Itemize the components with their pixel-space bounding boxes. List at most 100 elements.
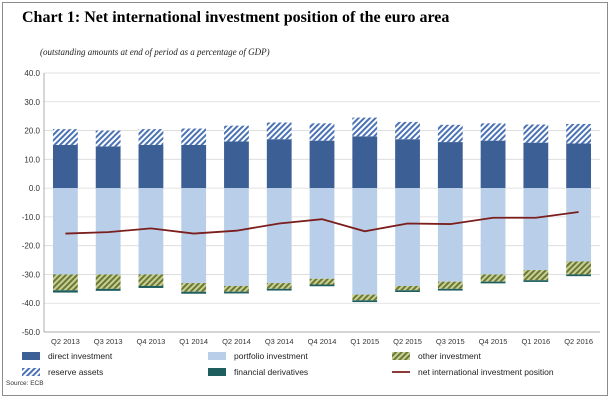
bar-portfolio-investment — [309, 188, 335, 279]
bar-other-investment — [95, 274, 121, 289]
legend-label: direct investment — [48, 351, 113, 361]
bar-portfolio-investment — [224, 188, 249, 286]
bar-other-investment — [352, 294, 378, 301]
bar-reserve-assets — [181, 128, 207, 145]
bar-direct-investment — [52, 144, 78, 189]
y-tick-label: -30.0 — [22, 270, 41, 279]
bar-reserve-assets — [52, 129, 78, 145]
bar-financial-derivatives — [352, 300, 378, 303]
bar-reserve-assets — [480, 123, 506, 141]
y-tick-label: -10.0 — [22, 213, 41, 222]
bar-direct-investment — [480, 140, 506, 189]
bar-direct-investment — [138, 144, 164, 189]
bar-financial-derivatives — [224, 291, 249, 294]
legend-label: financial derivatives — [234, 367, 308, 377]
bar-other-investment — [181, 283, 207, 292]
bar-portfolio-investment — [523, 188, 549, 271]
x-tick-label: Q4 2015 — [479, 337, 508, 346]
bar-reserve-assets — [224, 125, 249, 142]
chart-title: Chart 1: Net international investment po… — [22, 9, 450, 26]
legend-label: portfolio investment — [234, 351, 308, 361]
legend-swatch — [208, 368, 226, 376]
bar-portfolio-investment — [437, 188, 463, 282]
bar-reserve-assets — [352, 117, 378, 137]
bar-other-investment — [309, 278, 335, 285]
y-tick-label: 0.0 — [29, 184, 41, 193]
y-tick-label: 20.0 — [24, 127, 40, 136]
bar-portfolio-investment — [352, 188, 378, 295]
bar-financial-derivatives — [480, 281, 506, 284]
x-tick-label: Q2 2014 — [222, 337, 251, 346]
bar-direct-investment — [181, 144, 207, 189]
x-tick-label: Q4 2013 — [137, 337, 166, 346]
bar-portfolio-investment — [480, 188, 506, 275]
bar-reserve-assets — [138, 129, 164, 145]
bar-other-investment — [138, 274, 164, 286]
legend-swatch — [22, 352, 40, 360]
bar-other-investment — [266, 283, 292, 289]
legend-swatch — [392, 352, 410, 360]
bar-financial-derivatives — [309, 284, 335, 287]
bar-other-investment — [566, 261, 592, 275]
bar-other-investment — [523, 270, 549, 281]
x-tick-label: Q3 2013 — [94, 337, 123, 346]
bar-other-investment — [395, 285, 420, 291]
bar-portfolio-investment — [566, 188, 592, 262]
bar-financial-derivatives — [523, 280, 549, 282]
legend-item-direct-investment: direct investment — [22, 351, 113, 361]
x-tick-label: Q2 2013 — [51, 337, 80, 346]
x-tick-label: Q1 2015 — [350, 337, 379, 346]
bar-direct-investment — [309, 140, 335, 189]
bar-financial-derivatives — [181, 291, 207, 294]
bar-financial-derivatives — [52, 290, 78, 293]
bar-other-investment — [224, 285, 249, 292]
bar-reserve-assets — [437, 124, 463, 143]
bar-portfolio-investment — [138, 188, 164, 275]
bar-other-investment — [52, 274, 78, 291]
bar-financial-derivatives — [95, 288, 121, 291]
x-tick-label: Q2 2015 — [393, 337, 422, 346]
bar-direct-investment — [523, 142, 549, 189]
bar-direct-investment — [95, 146, 121, 189]
bar-financial-derivatives — [395, 290, 420, 292]
legend-item-reserve-assets: reserve assets — [22, 367, 103, 377]
bar-portfolio-investment — [266, 188, 292, 284]
bar-portfolio-investment — [52, 188, 78, 275]
x-tick-label: Q3 2014 — [265, 337, 294, 346]
line-net-international-investment-position — [65, 211, 579, 235]
x-tick-label: Q1 2016 — [521, 337, 550, 346]
legend-swatch — [208, 352, 226, 360]
legend-label: other investment — [418, 351, 481, 361]
legend-label: reserve assets — [48, 367, 103, 377]
bar-financial-derivatives — [566, 274, 592, 277]
bar-direct-investment — [224, 141, 249, 189]
bar-other-investment — [437, 281, 463, 289]
y-tick-label: -50.0 — [22, 328, 41, 337]
legend-item-portfolio-investment: portfolio investment — [208, 351, 308, 361]
bar-direct-investment — [266, 139, 292, 189]
y-tick-label: -20.0 — [22, 242, 41, 251]
bar-financial-derivatives — [138, 285, 164, 288]
bar-reserve-assets — [523, 124, 549, 143]
legend-label: net international investment position — [418, 367, 554, 377]
bar-direct-investment — [437, 142, 463, 189]
y-tick-label: 10.0 — [24, 155, 40, 164]
y-tick-label: -40.0 — [22, 299, 41, 308]
x-tick-label: Q2 2016 — [564, 337, 593, 346]
bar-reserve-assets — [95, 130, 121, 147]
bar-direct-investment — [566, 143, 592, 189]
x-tick-label: Q3 2015 — [436, 337, 465, 346]
chart-source: Source: ECB — [6, 380, 44, 387]
legend-item-net-international-investment-position: net international investment position — [392, 367, 554, 377]
bar-financial-derivatives — [437, 288, 463, 291]
bar-reserve-assets — [395, 121, 420, 140]
y-tick-label: 40.0 — [24, 69, 40, 78]
y-tick-label: 30.0 — [24, 98, 40, 107]
chart-subtitle: (outstanding amounts at end of period as… — [40, 47, 270, 57]
bar-reserve-assets — [566, 123, 592, 144]
x-tick-label: Q1 2014 — [179, 337, 208, 346]
bar-financial-derivatives — [266, 288, 292, 291]
bar-reserve-assets — [309, 123, 335, 141]
bar-direct-investment — [352, 136, 378, 189]
